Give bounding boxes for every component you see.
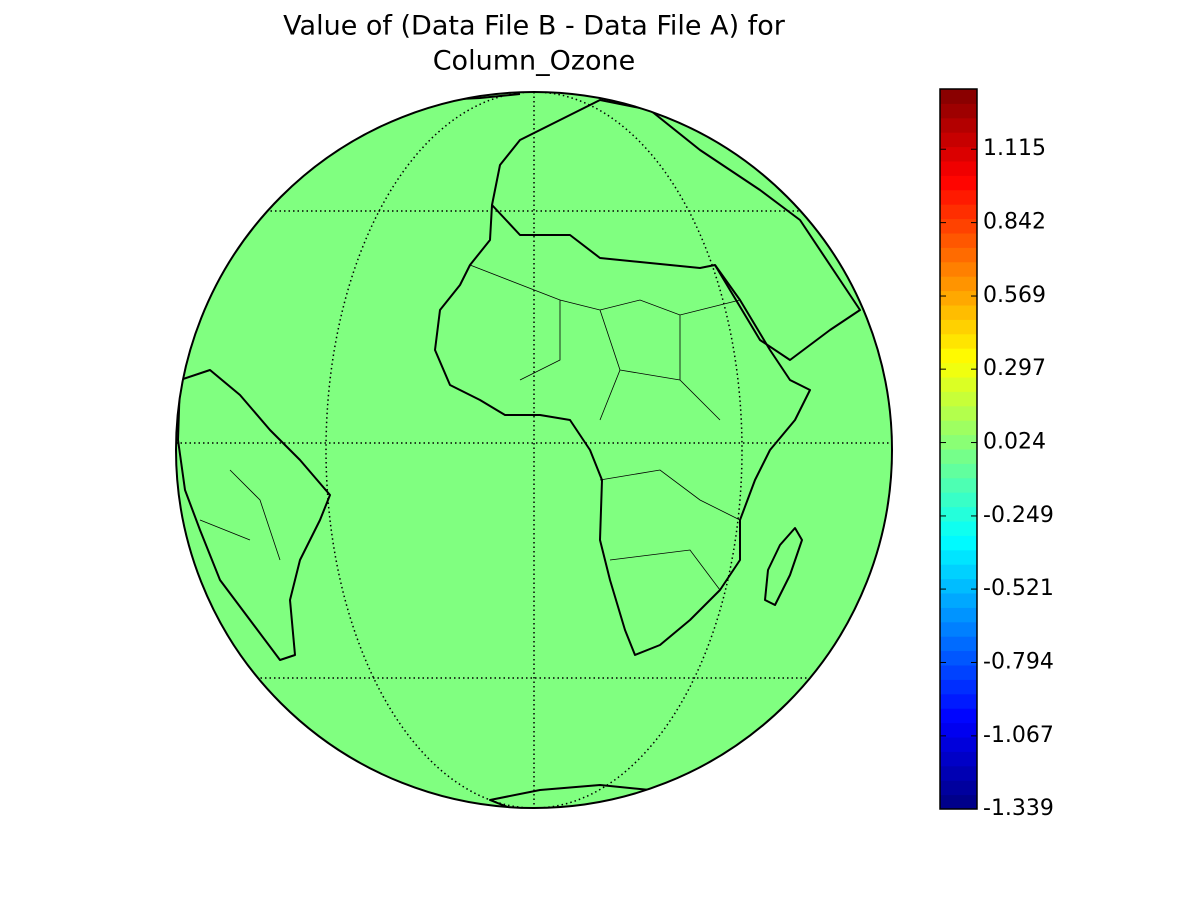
colorbar-band	[940, 348, 977, 364]
colorbar-band	[940, 463, 977, 479]
colorbar-band	[940, 794, 977, 810]
colorbar-band	[940, 146, 977, 162]
borders	[199, 264, 741, 591]
colorbar-band	[940, 117, 977, 133]
colorbar-band	[940, 276, 977, 292]
colorbar-band	[940, 535, 977, 551]
colorbar-band	[940, 650, 977, 666]
colorbar-band	[940, 290, 977, 306]
colorbar-band	[940, 434, 977, 450]
chart-title: Value of (Data File B - Data File A) for	[283, 11, 786, 42]
colorbar	[940, 89, 977, 810]
colorbar-band	[940, 765, 977, 781]
colorbar-band	[940, 708, 977, 724]
colorbar-band	[940, 636, 977, 652]
coastline-south-america	[177, 369, 331, 661]
colorbar-band	[940, 261, 977, 277]
globe-outline	[175, 91, 893, 809]
colorbar-band	[940, 607, 977, 623]
colorbar-band	[940, 132, 977, 148]
colorbar-band	[940, 564, 977, 580]
colorbar-tick-label: -0.249	[983, 503, 1054, 528]
colorbar-tick-label: -1.339	[983, 796, 1054, 821]
colorbar-band	[940, 578, 977, 594]
colorbar-band	[940, 506, 977, 522]
coastline-madagascar	[764, 527, 803, 606]
colorbar-tick-label: 1.115	[983, 136, 1046, 161]
colorbar-tick-label: -0.521	[983, 576, 1054, 601]
colorbar-band	[940, 492, 977, 508]
colorbar-band	[940, 549, 977, 565]
meridian	[325, 92, 743, 808]
colorbar-band	[940, 737, 977, 752]
colorbar-band	[940, 521, 977, 536]
colorbar-band	[940, 693, 977, 709]
colorbar-band	[940, 319, 977, 335]
colorbar-band	[940, 679, 977, 695]
globe-fill	[176, 92, 892, 808]
colorbar-band	[940, 218, 977, 234]
colorbar-band	[940, 161, 977, 176]
colorbar-tick-label: 0.297	[983, 356, 1046, 381]
colorbar-band	[940, 189, 977, 205]
colorbar-band	[940, 593, 977, 608]
colorbar-band	[940, 175, 977, 191]
colorbar-band	[940, 665, 977, 680]
colorbar-band	[940, 305, 977, 320]
colorbar-band	[940, 621, 977, 637]
colorbar-band	[940, 780, 977, 796]
colorbar-band	[940, 204, 977, 220]
colorbar-tick-label: 0.569	[983, 283, 1046, 308]
colorbar-band	[940, 449, 977, 464]
colorbar-band	[940, 362, 977, 378]
colorbar-band	[940, 722, 977, 738]
colorbar-band	[940, 391, 977, 407]
colorbar-band	[940, 89, 977, 104]
colorbar-band	[940, 233, 977, 248]
colorbar-tick-label: -1.067	[983, 723, 1054, 748]
colorbar-band	[940, 477, 977, 493]
colorbar-band	[940, 751, 977, 767]
colorbar-band	[940, 377, 977, 392]
coastline-africa	[434, 204, 811, 656]
colorbar-band	[940, 405, 977, 421]
colorbar-frame	[939, 88, 978, 810]
colorbar-tick-label: 0.842	[983, 210, 1046, 235]
map-features	[176, 92, 892, 808]
colorbar-tick-label: 0.024	[983, 430, 1046, 455]
colorbar-band	[940, 247, 977, 263]
colorbar-band	[940, 103, 977, 119]
colorbar-band	[940, 420, 977, 436]
chart-title: Column_Ozone	[433, 46, 636, 77]
colorbar-band	[940, 333, 977, 349]
colorbar-tick-label: -0.794	[983, 649, 1054, 674]
